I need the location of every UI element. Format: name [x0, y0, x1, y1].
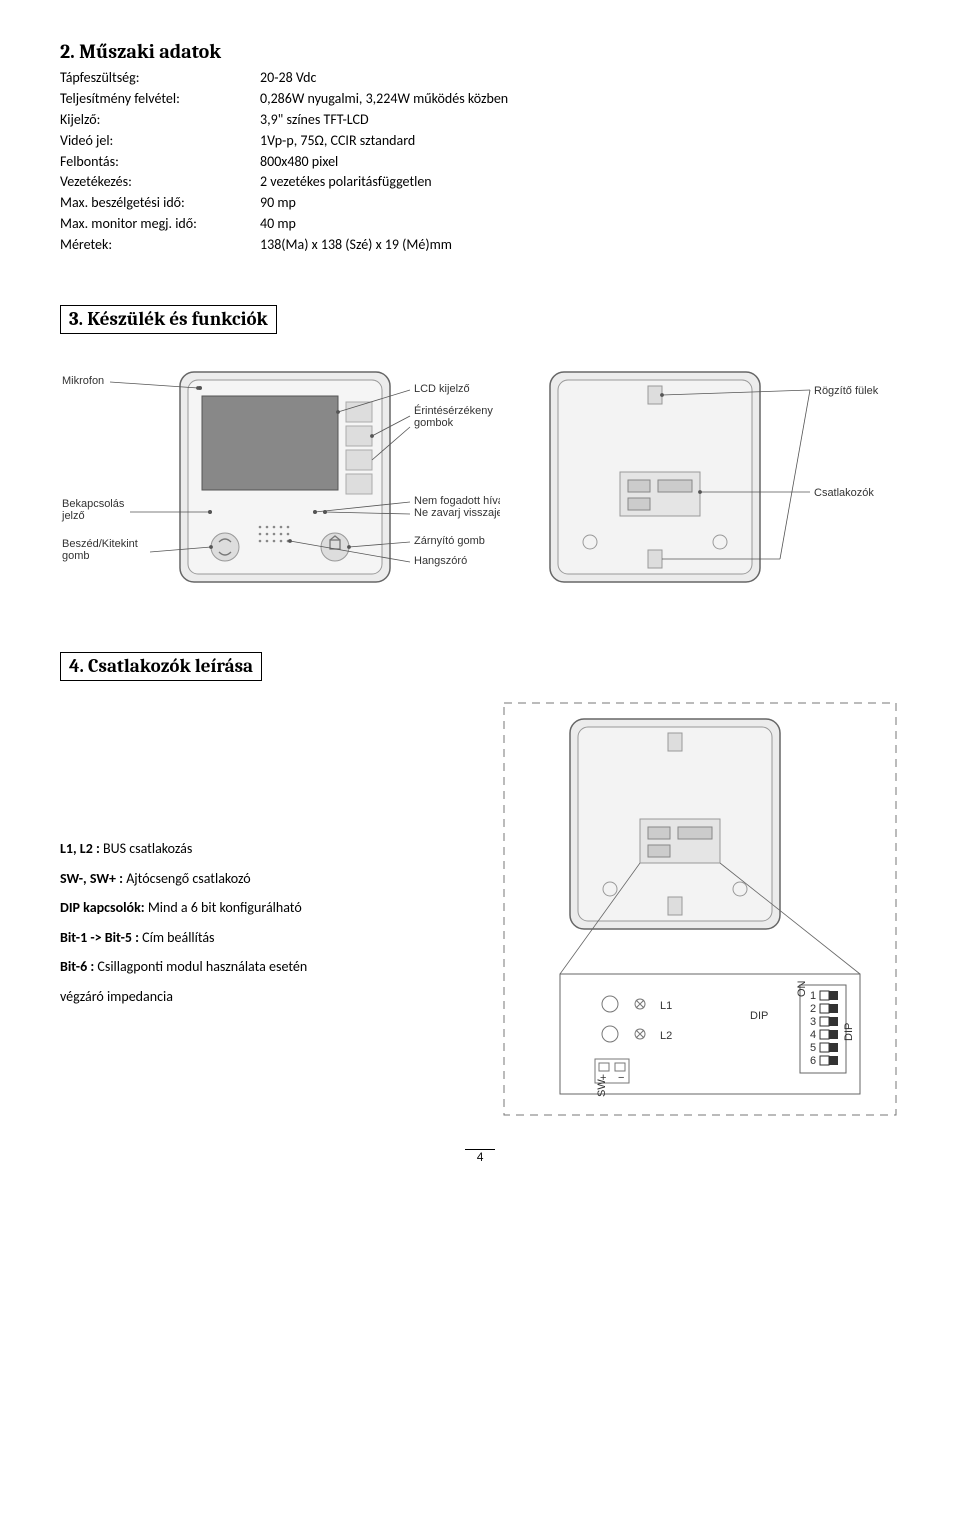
spec-value: 0,286W nyugalmi, 3,224W működés közben — [260, 90, 900, 109]
spec-label: Méretek: — [60, 236, 260, 255]
spec-value: 800x480 pixel — [260, 153, 900, 172]
spec-table: Tápfeszültség:20-28 Vdc Teljesítmény fel… — [60, 69, 900, 255]
spec-value: 1Vp-p, 75Ω, CCIR sztandard — [260, 132, 900, 151]
spec-value: 3,9" színes TFT-LCD — [260, 111, 900, 130]
page-number: 4 — [60, 1149, 900, 1165]
svg-text:Zárnyító gomb: Zárnyító gomb — [414, 535, 485, 547]
svg-text:1: 1 — [810, 990, 816, 1002]
front-device-diagram: Mikrofon Bekapcsolásjelző Beszéd/Kitekin… — [60, 352, 500, 612]
spec-label: Felbontás: — [60, 153, 260, 172]
svg-text:Rögzítő fülek: Rögzítő fülek — [814, 385, 879, 397]
spec-label: Max. monitor megj. idő: — [60, 215, 260, 234]
spec-label: Vezetékezés: — [60, 173, 260, 192]
terminal-diagram: L1 L2 DIP ON 123 456 DIP + − SW — [500, 699, 900, 1119]
svg-text:−: − — [618, 1072, 624, 1084]
spec-value: 2 vezetékes polaritásfüggetlen — [260, 173, 900, 192]
svg-text:3: 3 — [810, 1016, 816, 1028]
sec3-title: 3. Készülék és funkciók — [60, 305, 277, 334]
spec-label: Tápfeszültség: — [60, 69, 260, 88]
svg-text:LCD kijelző: LCD kijelző — [414, 383, 470, 395]
spec-label: Max. beszélgetési idő: — [60, 194, 260, 213]
sec4-title: 4. Csatlakozók leírása — [60, 652, 262, 681]
svg-text:Csatlakozók: Csatlakozók — [814, 487, 874, 499]
sec2-title: 2. Műszaki adatok — [60, 40, 900, 63]
back-device-diagram: Rögzítő fülek Csatlakozók — [530, 352, 890, 612]
conn-line: L1, L2 : BUS csatlakozás — [60, 839, 480, 859]
svg-text:Érintésérzékenygombok: Érintésérzékenygombok — [414, 404, 493, 429]
device-diagrams: Mikrofon Bekapcsolásjelző Beszéd/Kitekin… — [60, 352, 900, 612]
svg-text:DIP: DIP — [843, 1023, 855, 1041]
spec-label: Kijelző: — [60, 111, 260, 130]
spec-value: 40 mp — [260, 215, 900, 234]
svg-text:SW: SW — [596, 1079, 608, 1097]
spec-value: 138(Ma) x 138 (Szé) x 19 (Mé)mm — [260, 236, 900, 255]
svg-text:4: 4 — [810, 1029, 816, 1041]
svg-text:5: 5 — [810, 1042, 816, 1054]
conn-line: DIP kapcsolók: Mind a 6 bit konfigurálha… — [60, 898, 480, 918]
svg-text:Mikrofon: Mikrofon — [62, 375, 104, 387]
spec-value: 90 mp — [260, 194, 900, 213]
spec-label: Videó jel: — [60, 132, 260, 151]
spec-label: Teljesítmény felvétel: — [60, 90, 260, 109]
conn-line: Bit-1 -> Bit-5 : Cím beállítás — [60, 928, 480, 948]
spec-value: 20-28 Vdc — [260, 69, 900, 88]
svg-text:Hangszóró: Hangszóró — [414, 555, 467, 567]
svg-text:DIP: DIP — [750, 1010, 768, 1022]
conn-line: Bit-6 : Csillagponti modul használata es… — [60, 957, 480, 977]
svg-text:Nem fogadott hívás jelző: Nem fogadott hívás jelző — [414, 495, 500, 507]
svg-text:Ne zavarj visszajelző: Ne zavarj visszajelző — [414, 507, 500, 519]
svg-text:L2: L2 — [660, 1030, 672, 1042]
svg-text:ON: ON — [796, 980, 808, 997]
svg-text:6: 6 — [810, 1055, 816, 1067]
svg-text:L1: L1 — [660, 1000, 672, 1012]
conn-line: SW-, SW+ : Ajtócsengő csatlakozó — [60, 869, 480, 889]
svg-text:2: 2 — [810, 1003, 816, 1015]
conn-tail: végzáró impedancia — [60, 987, 480, 1007]
svg-text:Beszéd/Kitekintgomb: Beszéd/Kitekintgomb — [62, 538, 138, 562]
svg-text:Bekapcsolásjelző: Bekapcsolásjelző — [61, 498, 125, 522]
